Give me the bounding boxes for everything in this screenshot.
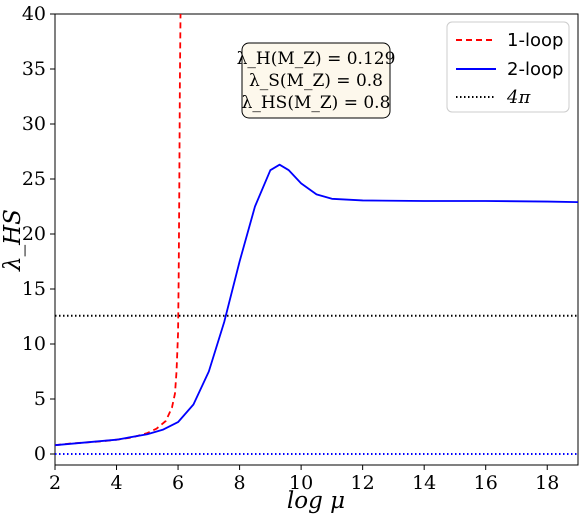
- legend-label-1loop: 1-loop: [507, 30, 563, 51]
- legend-box: [446, 21, 570, 113]
- series-line-0: [55, 14, 182, 447]
- legend: 1-loop 2-loop 4π: [446, 21, 570, 113]
- y-tick-label: 30: [22, 113, 46, 135]
- annotation-line-1: λ_H(M_Z) = 0.129: [237, 49, 396, 69]
- y-tick-label: 0: [34, 443, 46, 465]
- x-axis-label: log μ: [287, 488, 345, 514]
- y-axis-label: λ_HS: [0, 209, 26, 272]
- annotation-box: λ_H(M_Z) = 0.129 λ_S(M_Z) = 0.8 λ_HS(M_Z…: [237, 42, 396, 119]
- annotation-line-2: λ_S(M_Z) = 0.8: [249, 71, 383, 91]
- y-tick-label: 5: [34, 388, 46, 410]
- x-tick-label: 2: [49, 472, 61, 494]
- legend-label-2loop: 2-loop: [507, 59, 563, 80]
- x-tick-label: 6: [172, 472, 184, 494]
- y-tick-label: 25: [22, 168, 46, 190]
- x-tick-label: 10: [289, 472, 313, 494]
- y-tick-label: 20: [22, 223, 46, 245]
- series-layer: [55, 14, 578, 455]
- annotation-line-3: λ_HS(M_Z) = 0.8: [242, 93, 391, 113]
- x-tick-label: 18: [535, 472, 559, 494]
- series-line-1: [55, 163, 578, 447]
- plot-frame: [54, 13, 579, 466]
- x-tick-label: 8: [234, 472, 246, 494]
- x-tick-label: 16: [474, 472, 498, 494]
- y-tick-label: 40: [22, 3, 46, 25]
- y-tick-label: 10: [22, 333, 46, 355]
- x-tick-label: 12: [351, 472, 375, 494]
- legend-label-4pi: 4π: [506, 87, 531, 108]
- y-tick-label: 15: [22, 278, 46, 300]
- x-tick-label: 14: [412, 472, 436, 494]
- x-tick-label: 4: [110, 472, 122, 494]
- ticks-layer: 2 4 6 8 10 12 14 16 18 0 5 10 15 20 25 30 35 40: [22, 3, 560, 494]
- y-tick-label: 35: [22, 58, 46, 80]
